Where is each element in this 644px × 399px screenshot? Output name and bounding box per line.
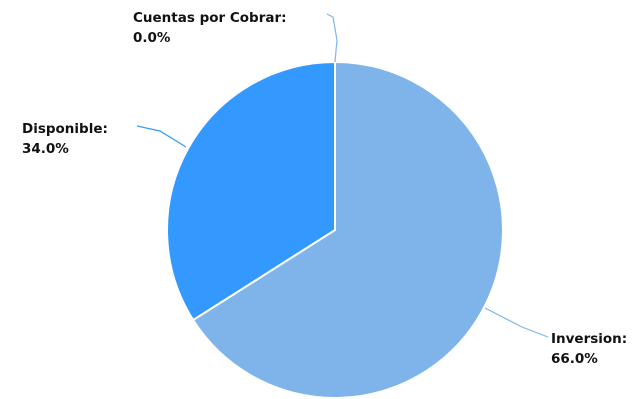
slice-percent-disponible: 34.0% — [22, 141, 69, 157]
leader-line-inversion — [484, 307, 549, 338]
pie-slices — [166, 61, 504, 399]
pie-slice-inversion[interactable] — [192, 61, 504, 399]
slice-label-disponible: Disponible: — [22, 121, 108, 137]
slice-percent-inversion: 66.0% — [551, 351, 598, 367]
slice-percent-cuentas-por-cobrar: 0.0% — [133, 30, 171, 46]
leader-line-disponible — [136, 125, 187, 148]
slice-label-inversion: Inversion: — [551, 331, 627, 347]
leader-lines — [136, 13, 549, 338]
pie-slice-disponible[interactable] — [166, 61, 336, 322]
leader-line-cuentas-por-cobrar — [326, 13, 338, 63]
slice-label-cuentas-por-cobrar: Cuentas por Cobrar: — [133, 10, 287, 26]
slice-labels: Inversion: 66.0% Disponible: 34.0% Cuentas p… — [22, 10, 627, 367]
